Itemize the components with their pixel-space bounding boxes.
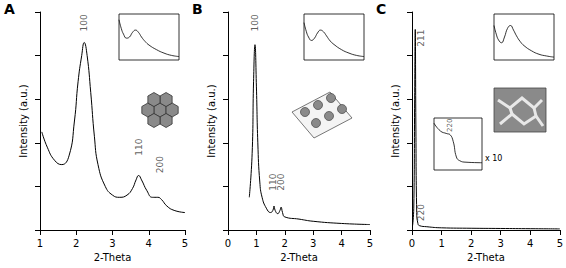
svg-text:110: 110 bbox=[134, 138, 144, 155]
svg-text:5: 5 bbox=[557, 238, 563, 249]
svg-text:B: B bbox=[192, 1, 203, 17]
svg-text:5: 5 bbox=[367, 238, 373, 249]
svg-text:220: 220 bbox=[446, 119, 454, 132]
svg-text:2: 2 bbox=[468, 238, 474, 249]
svg-text:2: 2 bbox=[73, 238, 79, 249]
svg-text:211: 211 bbox=[416, 30, 426, 47]
svg-text:5: 5 bbox=[182, 238, 188, 249]
svg-text:0: 0 bbox=[225, 238, 231, 249]
svg-text:100: 100 bbox=[79, 14, 89, 31]
svg-text:220: 220 bbox=[416, 204, 426, 221]
svg-text:2-Theta: 2-Theta bbox=[280, 252, 318, 263]
svg-text:4: 4 bbox=[146, 238, 152, 249]
svg-text:0: 0 bbox=[409, 238, 415, 249]
svg-text:2-Theta: 2-Theta bbox=[94, 252, 132, 263]
svg-text:3: 3 bbox=[109, 238, 115, 249]
svg-text:C: C bbox=[376, 1, 386, 17]
svg-text:2: 2 bbox=[282, 238, 288, 249]
svg-text:1: 1 bbox=[37, 238, 43, 249]
svg-text:A: A bbox=[4, 1, 15, 17]
svg-text:3: 3 bbox=[310, 238, 316, 249]
svg-text:200: 200 bbox=[276, 173, 286, 190]
svg-text:200: 200 bbox=[155, 156, 165, 173]
svg-text:3: 3 bbox=[498, 238, 504, 249]
svg-text:Intensity (a.u.): Intensity (a.u.) bbox=[390, 84, 401, 157]
svg-text:Intensity (a.u.): Intensity (a.u.) bbox=[18, 84, 29, 157]
svg-text:110: 110 bbox=[268, 173, 279, 191]
svg-text:4: 4 bbox=[527, 238, 533, 249]
svg-text:x 10: x 10 bbox=[485, 154, 502, 163]
svg-text:2-Theta: 2-Theta bbox=[467, 252, 505, 263]
svg-text:4: 4 bbox=[338, 238, 344, 249]
svg-text:100: 100 bbox=[250, 14, 260, 31]
svg-text:Intensity (a.u.): Intensity (a.u.) bbox=[206, 84, 217, 157]
svg-text:1: 1 bbox=[438, 238, 444, 249]
svg-text:1: 1 bbox=[253, 238, 259, 249]
